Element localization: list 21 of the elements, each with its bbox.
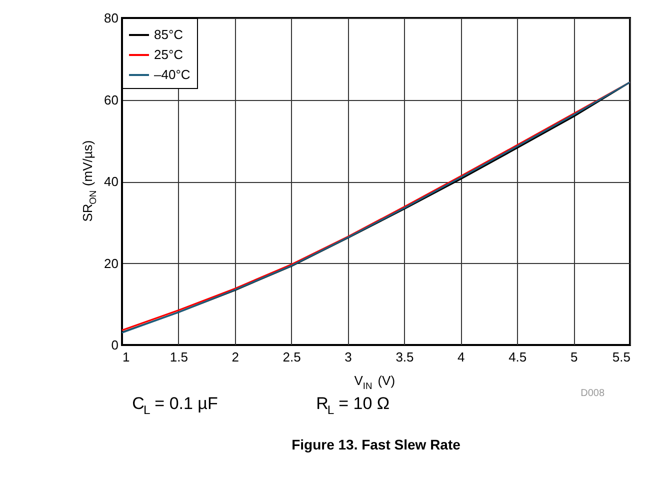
text: D008 — [580, 388, 605, 399]
y-tick-label: 60 — [104, 92, 118, 108]
x-tick-label: 1 — [122, 350, 130, 364]
x-tick-label: 3 — [344, 350, 352, 364]
x-tick-label: 4.5 — [508, 350, 527, 364]
y-tick-label: 40 — [104, 174, 118, 189]
y-tick-label: 20 — [104, 256, 118, 271]
y-axis-title: SRON (mV/µs) — [80, 140, 98, 222]
x-tick-label: 5.5 — [612, 350, 630, 364]
legend-label: 25°C — [154, 47, 184, 62]
y-tick-label: 0 — [111, 338, 118, 352]
x-tick-label: 1.5 — [170, 350, 188, 364]
x-tick-label: 2 — [232, 350, 240, 364]
x-tick-label: 3.5 — [396, 350, 414, 364]
x-tick-label: 2.5 — [282, 350, 301, 364]
y-tick-label: 80 — [104, 10, 118, 26]
text: Figure 13. Fast Slew Rate — [292, 436, 461, 452]
legend-label: –40°C — [154, 67, 190, 82]
x-tick-label: 5 — [570, 350, 578, 364]
x-tick-label: 4 — [458, 350, 465, 364]
legend-label: 85°C — [154, 27, 184, 42]
